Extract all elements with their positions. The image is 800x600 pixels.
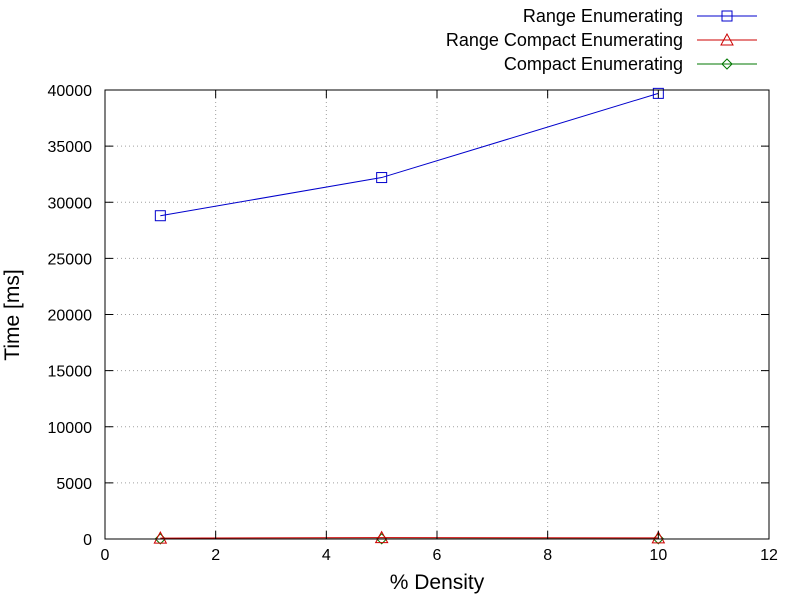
- legend-marker: [720, 32, 734, 46]
- data-point: [374, 530, 389, 544]
- x-tick-label: 6: [433, 547, 442, 564]
- x-tick-label: 2: [211, 547, 220, 564]
- y-tick-label: 15000: [48, 364, 93, 381]
- data-point: [652, 87, 664, 99]
- axis-ticks: 0 2 4 6 8 10 12 0 5000 10000 15000 20000 25000 30000 3…: [48, 83, 779, 564]
- x-tick-label: 0: [101, 547, 110, 564]
- y-tick-label: 5000: [56, 476, 92, 493]
- grid-lines: [105, 90, 769, 539]
- y-tick-label: 25000: [48, 251, 93, 268]
- x-tick-label: 8: [543, 547, 552, 564]
- y-tick-label: 35000: [48, 139, 93, 156]
- data-point: [376, 172, 388, 184]
- y-tick-label: 40000: [48, 83, 93, 100]
- legend-marker: [721, 58, 733, 70]
- data-point: [153, 531, 168, 544]
- data-point: [154, 210, 166, 222]
- x-axis-label: % Density: [390, 571, 485, 594]
- x-tick-label: 12: [760, 547, 778, 564]
- data-point: [651, 530, 666, 544]
- legend-label: Range Compact Enumerating: [446, 30, 683, 50]
- legend-label: Range Enumerating: [523, 6, 683, 26]
- legend-marker: [721, 10, 733, 22]
- legend-label: Compact Enumerating: [504, 54, 683, 74]
- x-tick-label: 4: [322, 547, 331, 564]
- series-line-range-enumerating: [160, 92, 659, 217]
- series-layer: [153, 87, 666, 545]
- x-tick-label: 10: [649, 547, 667, 564]
- y-tick-label: 20000: [48, 308, 93, 325]
- y-tick-label: 0: [83, 532, 92, 549]
- y-tick-label: 10000: [48, 420, 93, 437]
- y-axis-label: Time [ms]: [1, 269, 24, 360]
- legend: Range Enumerating Range Compact Enumerati…: [446, 6, 757, 74]
- y-tick-label: 30000: [48, 195, 93, 212]
